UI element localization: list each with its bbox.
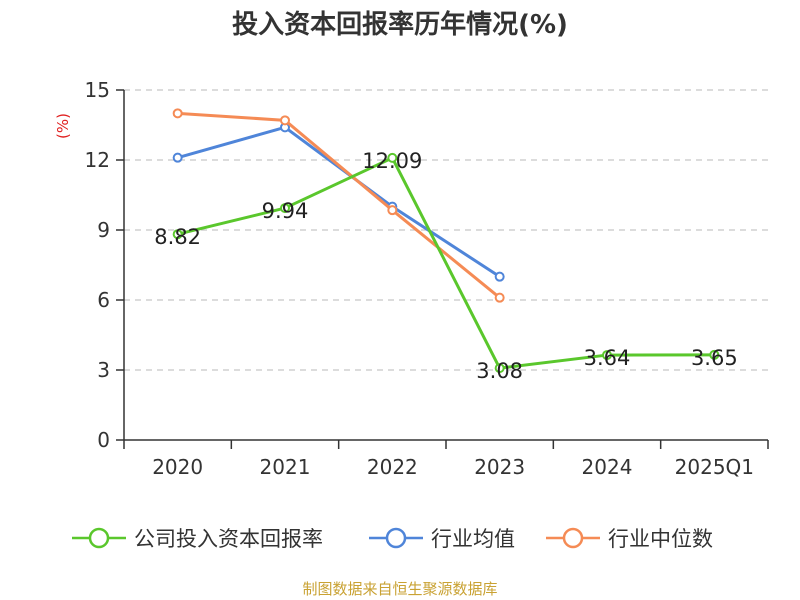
- source-note: 制图数据来自恒生聚源数据库: [302, 580, 498, 598]
- data-point: [387, 205, 398, 216]
- data-point: [494, 271, 505, 282]
- data-point: [280, 115, 290, 126]
- x-tick-label: 2021: [260, 455, 311, 479]
- data-point: [387, 152, 398, 163]
- data-label: 8.82: [154, 225, 201, 249]
- x-tick-label: 2023: [474, 455, 525, 479]
- data-label: 9.94: [262, 199, 309, 223]
- series-line: [177, 156, 715, 370]
- x-tick-label: 2022: [367, 455, 418, 479]
- data-labels: 8.82 9.94 12.09 3.08 3.64 3.65: [154, 149, 737, 383]
- y-tick-label: 0: [97, 428, 110, 452]
- data-point: [172, 152, 183, 163]
- series-line: [177, 111, 501, 299]
- series-line: [177, 125, 501, 278]
- legend-item-industry-median[interactable]: 行业中位数: [546, 518, 713, 558]
- x-tick-label: 2024: [582, 455, 633, 479]
- x-tick-label: 2020: [152, 455, 203, 479]
- legend-line-circle-icon: [369, 527, 423, 549]
- data-label: 3.64: [584, 346, 631, 370]
- legend-line-circle-icon: [72, 527, 126, 549]
- legend-line-circle-icon: [546, 527, 600, 549]
- y-tick-label: 3: [97, 358, 110, 382]
- y-tick-label: 12: [85, 148, 110, 172]
- y-axis-unit-label: (%): [54, 113, 72, 139]
- data-point: [172, 108, 183, 119]
- data-point: [280, 203, 290, 214]
- x-tick-label: 2025Q1: [675, 455, 754, 479]
- legend: 公司投入资本回报率 行业均值 行业中位数: [0, 518, 800, 558]
- axes: 0 3 6 9 12 15 2020 2021 2022 2023 2024 2025Q1: [85, 78, 769, 479]
- data-point: [494, 363, 505, 374]
- data-label: 3.65: [691, 346, 738, 370]
- data-point: [494, 292, 505, 303]
- data-label: 3.08: [476, 359, 523, 383]
- data-point: [709, 349, 720, 360]
- y-tick-label: 9: [97, 218, 110, 242]
- y-tick-label: 15: [85, 78, 110, 102]
- chart-title: 投入资本回报率历年情况(%): [232, 10, 568, 40]
- legend-label: 公司投入资本回报率: [134, 527, 323, 551]
- legend-label: 行业中位数: [608, 527, 713, 551]
- grid-lines: [124, 89, 768, 371]
- data-label: 12.09: [362, 149, 422, 173]
- series: [172, 108, 720, 374]
- legend-label: 行业均值: [431, 527, 515, 551]
- legend-item-company[interactable]: 公司投入资本回报率: [72, 518, 323, 558]
- data-point: [172, 229, 183, 240]
- y-tick-label: 6: [97, 288, 110, 312]
- data-point: [602, 350, 612, 361]
- legend-item-industry-average[interactable]: 行业均值: [369, 518, 515, 558]
